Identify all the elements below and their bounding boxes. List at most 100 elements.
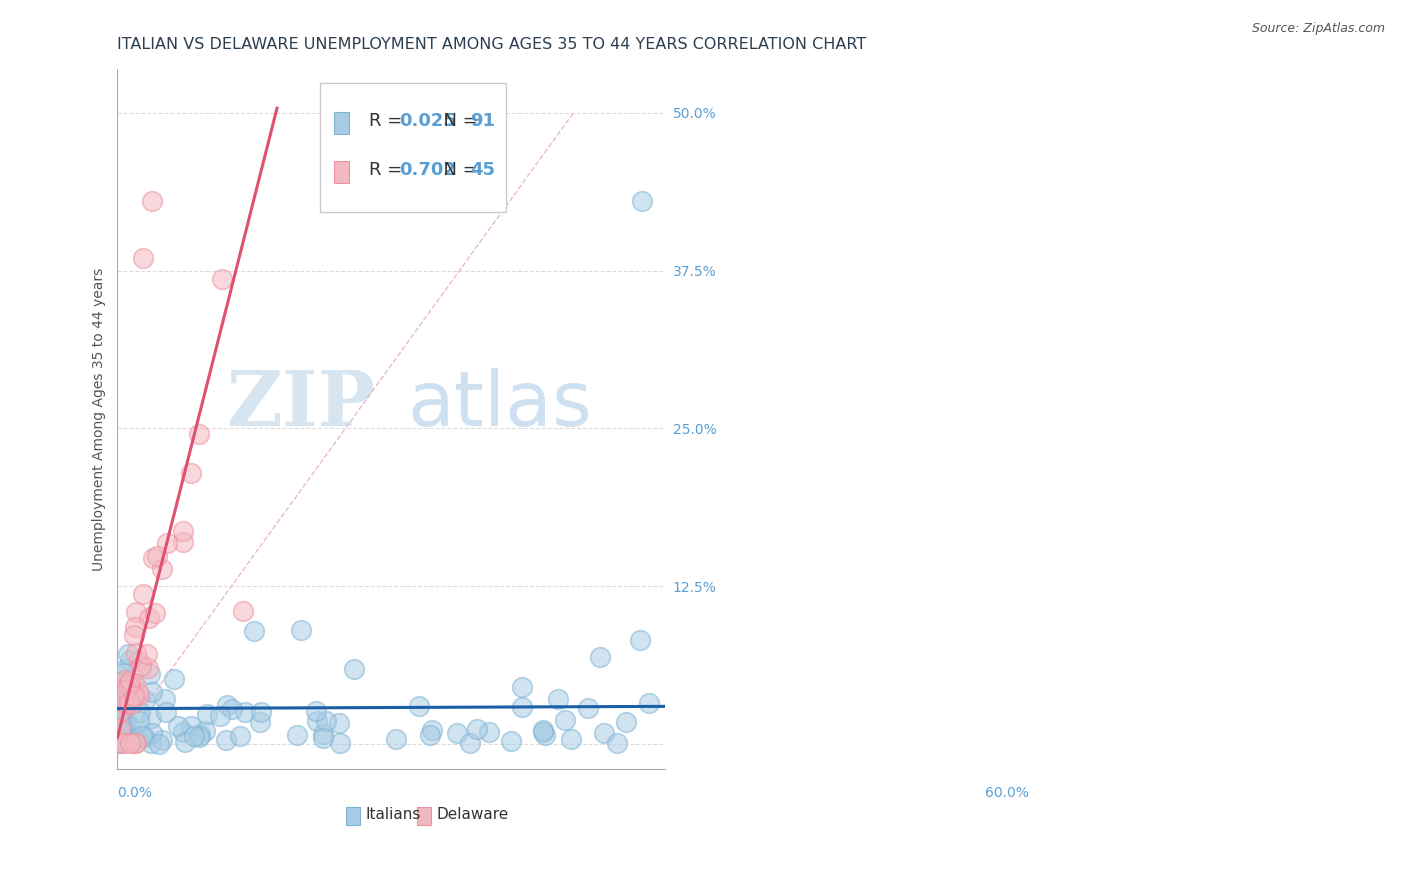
Point [150, 562, 173, 576]
Point [122, 676, 145, 690]
Point [117, 647, 139, 661]
Point [134, 692, 156, 706]
Point [111, 731, 134, 746]
Point [128, 654, 150, 668]
Point [183, 729, 205, 743]
FancyBboxPatch shape [335, 112, 349, 135]
Point [229, 729, 252, 743]
Point [150, 733, 173, 747]
Text: 91: 91 [470, 112, 495, 130]
Point [142, 551, 165, 566]
Text: N =: N = [432, 112, 484, 130]
Point [510, 700, 533, 714]
Point [110, 736, 132, 750]
Point [305, 714, 328, 728]
Point [209, 708, 232, 723]
Point [112, 691, 135, 706]
Point [560, 732, 582, 747]
Text: 0.025: 0.025 [399, 112, 456, 130]
Point [188, 427, 211, 442]
Point [419, 728, 441, 742]
Point [136, 661, 159, 675]
Point [135, 647, 157, 661]
Point [141, 194, 163, 209]
Point [124, 733, 146, 747]
Point [124, 736, 146, 750]
Point [128, 714, 150, 729]
Point [510, 680, 533, 694]
Text: 0.0%: 0.0% [118, 786, 152, 800]
Point [145, 606, 167, 620]
Point [112, 690, 135, 705]
Point [115, 682, 138, 697]
Point [233, 705, 256, 719]
Point [188, 731, 211, 745]
Point [120, 673, 142, 688]
Point [122, 628, 145, 642]
Text: R =: R = [368, 161, 408, 179]
Point [638, 696, 661, 710]
Point [172, 725, 194, 739]
Point [630, 633, 652, 648]
Point [554, 713, 576, 727]
Point [465, 722, 488, 736]
Point [107, 736, 129, 750]
Point [285, 728, 308, 742]
Point [243, 624, 266, 639]
Point [122, 689, 145, 703]
Point [124, 620, 146, 634]
Point [211, 272, 233, 286]
Point [107, 733, 129, 747]
Point [108, 713, 131, 727]
Point [328, 736, 350, 750]
Point [384, 732, 406, 747]
Point [328, 715, 350, 730]
Text: 45: 45 [470, 161, 495, 179]
Point [120, 697, 142, 711]
Point [120, 736, 142, 750]
Point [114, 728, 136, 742]
Point [129, 658, 152, 673]
Text: 0.702: 0.702 [399, 161, 456, 179]
Point [118, 694, 141, 708]
Point [141, 726, 163, 740]
Point [138, 611, 160, 625]
Text: 60.0%: 60.0% [986, 786, 1029, 800]
Point [141, 685, 163, 699]
Point [533, 728, 555, 742]
Text: Italians: Italians [366, 807, 422, 822]
Point [172, 524, 194, 538]
Point [120, 683, 142, 698]
Point [127, 729, 149, 743]
Point [146, 549, 169, 563]
Text: Delaware: Delaware [437, 807, 509, 822]
Point [110, 674, 132, 689]
Point [139, 711, 162, 725]
Point [114, 685, 136, 699]
Point [312, 727, 335, 741]
Point [117, 678, 139, 692]
Point [108, 714, 131, 728]
Point [614, 715, 637, 730]
Point [576, 701, 599, 715]
Point [115, 714, 138, 729]
Point [114, 736, 136, 750]
Point [125, 646, 148, 660]
Point [155, 691, 177, 706]
FancyBboxPatch shape [335, 161, 349, 184]
Point [217, 698, 239, 712]
Point [148, 737, 170, 751]
Text: Source: ZipAtlas.com: Source: ZipAtlas.com [1251, 22, 1385, 36]
Text: ZIP: ZIP [226, 368, 374, 442]
Point [420, 723, 443, 737]
Point [531, 724, 554, 739]
Point [156, 536, 179, 550]
FancyBboxPatch shape [321, 83, 506, 212]
Point [458, 736, 481, 750]
Point [108, 736, 131, 750]
Point [112, 715, 135, 730]
Point [115, 675, 138, 690]
Point [139, 736, 162, 750]
Text: ITALIAN VS DELAWARE UNEMPLOYMENT AMONG AGES 35 TO 44 YEARS CORRELATION CHART: ITALIAN VS DELAWARE UNEMPLOYMENT AMONG A… [118, 37, 866, 53]
Point [194, 723, 217, 738]
